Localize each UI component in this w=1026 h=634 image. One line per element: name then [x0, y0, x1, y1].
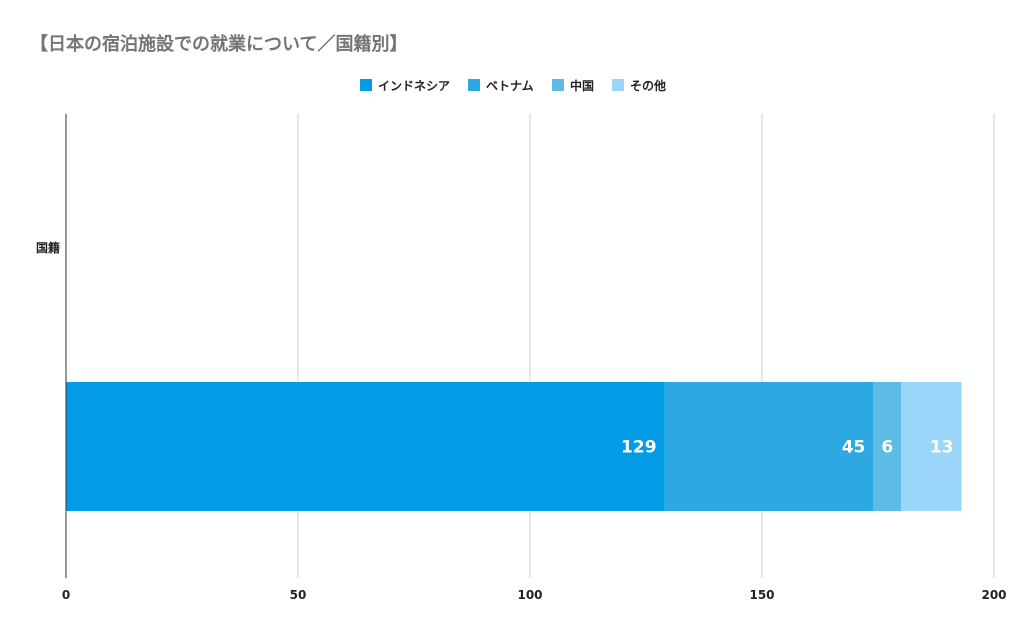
legend-label: その他: [630, 78, 666, 93]
x-tick-label: 100: [517, 588, 542, 602]
bar-segment: [873, 382, 902, 511]
legend-swatch: [552, 79, 564, 91]
data-label: 6: [881, 438, 893, 458]
bar-segment: [66, 382, 665, 511]
data-label: 129: [621, 438, 657, 458]
x-tick-label: 150: [749, 588, 774, 602]
category-label: 国籍: [36, 240, 60, 255]
data-label: 45: [842, 438, 866, 458]
bar-labels: 129 45 6 13: [621, 438, 953, 458]
legend-label: インドネシア: [378, 79, 450, 93]
bars: [66, 382, 962, 511]
legend-label: 中国: [570, 78, 594, 93]
data-label: 13: [930, 438, 954, 458]
legend-swatch: [612, 79, 624, 91]
bar-segment: [664, 382, 874, 511]
legend: インドネシア ベトナム 中国 その他: [360, 78, 666, 93]
x-tick-label: 200: [981, 588, 1006, 602]
x-axis-ticks: 0 50 100 150 200: [62, 588, 1007, 602]
legend-swatch: [360, 79, 372, 91]
bar-segment: [901, 382, 962, 511]
x-tick-label: 50: [290, 588, 307, 602]
chart-title: 【日本の宿泊施設での就業について／国籍別】: [30, 33, 407, 55]
legend-swatch: [468, 79, 480, 91]
legend-label: ベトナム: [486, 79, 534, 93]
x-tick-label: 0: [62, 588, 70, 602]
